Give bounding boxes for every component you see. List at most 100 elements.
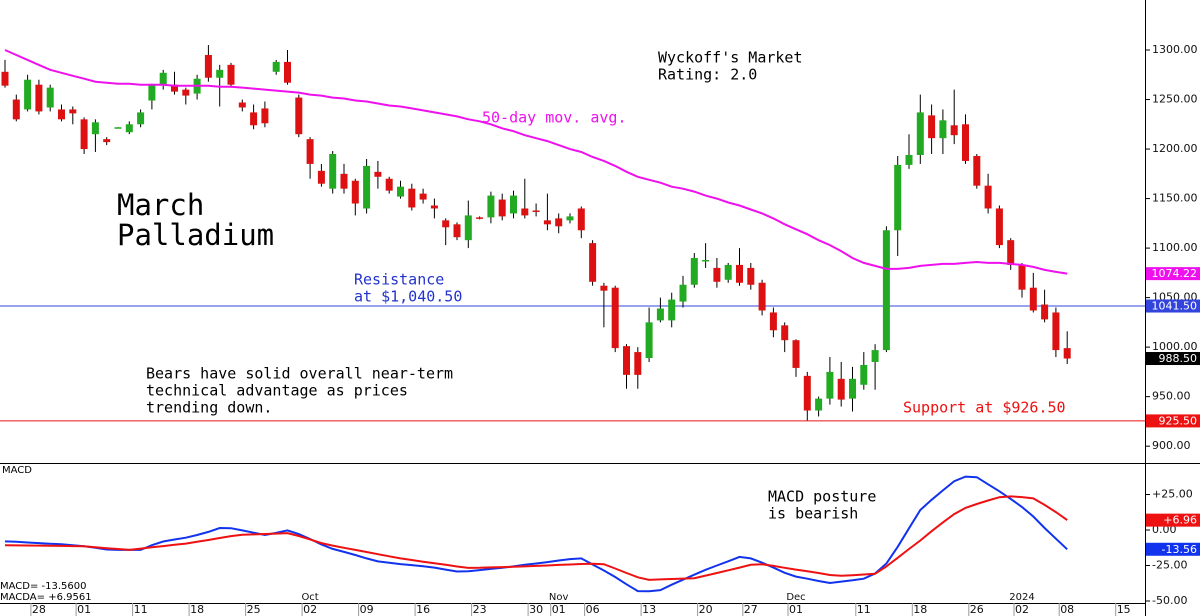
candle-body [261,108,269,124]
y-tick-label: 1200.00 [1152,142,1198,155]
candle-body [58,109,65,120]
candle-body [1029,287,1037,311]
candle-body [385,178,393,191]
candle-body [566,216,574,221]
candle-body [363,165,371,209]
candle-body [340,173,348,189]
series-label: 50-day mov. avg. [482,109,627,127]
last-price-flag-bg [1146,352,1200,366]
x-group-label: Nov [549,592,569,603]
candle-body [905,154,913,165]
annotation: Wyckoff's Market [658,49,803,67]
x-tick-label: 30 [529,603,543,616]
candle-body [216,69,224,78]
candle-body [317,170,325,184]
annotation: trending down. [146,399,272,417]
candle-body [351,180,359,204]
candle-body [408,188,416,208]
candle-body [12,99,20,120]
candle-body [589,243,597,282]
x-tick-label: 28 [32,603,46,616]
x-tick-label: 06 [586,603,600,616]
x-group-label: 2024 [1009,592,1034,603]
candle-body [950,125,958,136]
x-tick-label: 01 [789,603,803,616]
x-tick-label: 02 [303,603,317,616]
candle-body [442,220,450,228]
candle-body [871,350,879,362]
candle-body [803,375,811,411]
candle-body [69,109,77,114]
candle-body [171,84,178,92]
candle-body [487,195,495,218]
candle-body [769,312,777,331]
candle-body [272,61,280,72]
candle-body [125,124,133,133]
y-tick-label: 1000.00 [1152,340,1198,353]
x-tick-label: 02 [1015,603,1029,616]
candle-body [103,139,111,143]
x-group-label: Dec [786,592,805,603]
x-tick-label: 16 [416,603,430,616]
candle-body [35,84,43,112]
x-tick-label: 26 [970,603,984,616]
series-flag: -13.56 [1162,543,1197,556]
last-price-flag: 988.50 [1159,352,1198,365]
macd-line [4,495,1068,581]
candle-body [973,155,981,186]
x-tick-label: 11 [134,603,148,616]
panel-title: MACD [2,465,32,476]
candle-body [837,378,845,400]
candle-body [645,322,653,359]
annotation: MACD posture [768,488,876,506]
series-flag: 1074.22 [1152,267,1198,280]
x-tick-label: 20 [699,603,713,616]
candle-body [182,89,190,96]
candle-body [984,185,992,209]
candle-body [374,171,382,177]
annotation: Resistance [354,271,444,289]
candle-body [476,217,484,219]
series-flag: +6.96 [1163,514,1197,527]
reference-flag: 925.50 [1159,414,1198,427]
candle-body [306,139,314,164]
candle-body [284,61,291,83]
candle-body [46,87,54,108]
x-tick-label: 08 [1060,603,1074,616]
candle-body [781,325,789,341]
candle-body [1063,348,1071,359]
candle-body [577,208,585,231]
candle-body [792,340,800,368]
candle-body [634,352,642,375]
candle-body [962,124,969,161]
x-group-label: Oct [301,592,318,603]
annotation: Rating: 2.0 [658,66,757,84]
macd-line [4,475,1068,593]
candle-body [668,299,676,321]
reference-flag: 1041.50 [1152,300,1198,313]
candle-body [397,186,404,197]
candle-body [882,230,890,351]
candle-body [1007,240,1015,265]
y-tick-label: 1250.00 [1152,93,1198,106]
candle-body [329,154,337,189]
chart-title: Palladium [117,218,274,252]
candle-body [204,54,212,78]
x-tick-label: 09 [360,603,374,616]
candle-body [453,224,461,238]
candle-body [91,122,99,135]
readout: MACDA= +6.9561 [0,592,92,603]
candle-body [995,208,1003,246]
reference-flag-bg [1146,299,1200,313]
candle-body [916,112,924,155]
candle-body [430,205,438,209]
candle-body [80,119,88,150]
annotation: Support at $926.50 [903,399,1066,417]
candle-body [464,215,472,241]
annotation: at $1,040.50 [354,288,462,306]
y-tick-label: 1100.00 [1152,241,1198,254]
candle-body [600,285,608,291]
y-tick-label: +25.00 [1152,488,1193,501]
